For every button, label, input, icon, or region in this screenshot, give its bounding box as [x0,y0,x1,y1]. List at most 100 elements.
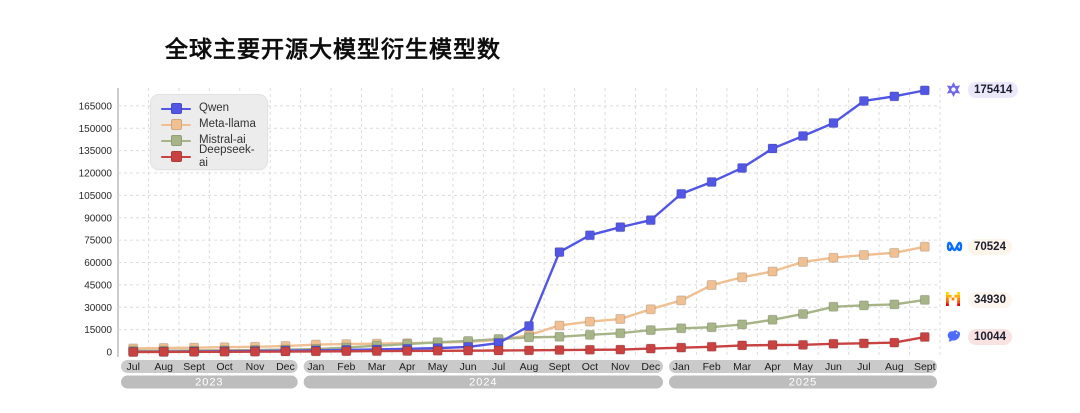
qwen-logo-icon [946,82,961,98]
month-label: Apr [764,361,781,373]
deepseek-ai-marker [128,347,139,357]
deepseek-ai-marker [676,342,687,353]
year-label: 2023 [195,377,223,389]
qwen-marker [676,188,687,199]
month-label: Nov [611,361,630,373]
qwen-marker [554,247,565,258]
month-group-pill-2023 [121,360,298,373]
deepseek-ai-marker [463,345,474,356]
end-label-meta-llama: 70524 [946,238,1012,255]
month-label: Sept [549,361,571,373]
year-label: 2025 [789,377,817,389]
y-tick-label: 15000 [84,325,112,336]
month-label: Aug [520,361,539,373]
mistral-ai-marker [584,329,595,340]
y-tick-label: 45000 [84,280,112,291]
mistral-ai-marker [645,325,656,336]
legend-item-mistral-ai[interactable]: Mistral-ai [161,134,257,147]
deepseek-ai-marker [767,339,778,350]
deepseek-ai-marker [250,346,260,357]
month-label: Jul [127,361,140,373]
deepseek-ai-marker [280,346,291,357]
mistral-ai-series-swatch-icon [161,135,191,146]
month-label: Jan [307,361,324,373]
month-label: Oct [582,361,598,373]
deepseek-ai-marker [554,345,565,356]
meta-llama-marker [889,247,900,258]
month-label: Oct [216,361,232,373]
meta-llama-marker [584,316,595,327]
month-label: Sept [183,361,205,373]
deepseek-ai-marker [341,346,352,357]
month-group-pill-2025 [669,360,937,373]
y-tick-label: 0 [106,348,112,359]
month-label: May [793,361,814,373]
meta-llama-marker [554,320,565,331]
end-label-mistral-ai: 34930 [946,291,1012,308]
mistral-ai-marker [889,299,900,310]
meta-llama-marker [767,266,778,277]
end-label-qwen: 175414 [946,82,1019,99]
x-axis: Jul Aug Sept Oct Nov Dec 2023 Jan Feb Mar Apr May Ju… [121,360,937,389]
y-tick-label: 75000 [84,236,112,247]
deepseek-ai-marker [828,338,839,349]
qwen-marker [767,143,778,154]
deepseek-ai-marker [645,343,656,354]
end-value: 175414 [968,82,1019,99]
series-deepseek-ai [128,332,930,357]
end-value: 10044 [968,329,1012,346]
legend-item-deepseek-ai[interactable]: Deepseek-ai [161,144,257,169]
qwen-marker [615,222,626,233]
chart-title: 全球主要开源大模型衍生模型数 [165,36,501,62]
month-label: Dec [276,361,295,373]
year-label: 2024 [469,377,497,389]
end-label-deepseek-ai: 10044 [946,329,1012,346]
deepseek-ai-marker [858,338,869,349]
qwen-marker [737,162,748,173]
y-tick-label: 60000 [84,258,112,269]
legend-item-meta-llama[interactable]: Meta-llama [161,118,257,131]
meta-llama-marker [798,256,808,267]
month-label: Aug [154,361,173,373]
month-label: May [428,361,449,373]
y-axis-labels: 0 15000 30000 45000 60000 75000 90000 105000 120… [79,101,113,358]
month-label: Jan [673,361,690,373]
meta-llama-marker [858,250,869,261]
mistral-logo-icon [946,291,961,307]
y-tick-label: 90000 [84,213,112,224]
meta-llama-marker [737,272,748,283]
deepseek-ai-marker [158,346,169,357]
deepseek-ai-marker [798,339,808,350]
mistral-ai-marker [858,300,869,311]
deepseek-ai-marker [493,345,504,356]
month-label: Mar [368,361,387,373]
year-pill-2023 [121,375,298,389]
qwen-marker [828,118,839,129]
deepseek-ai-marker [402,345,413,356]
meta-llama-marker [676,295,687,306]
mistral-ai-marker [554,331,565,342]
month-label: Jul [492,361,505,373]
month-label: Dec [641,361,660,373]
deepseek-logo-icon [946,330,961,345]
month-label: Apr [399,361,416,373]
legend-item-qwen[interactable]: Qwen [161,102,257,115]
month-label: Aug [885,361,904,373]
deepseek-ai-marker [219,346,230,357]
y-tick-label: 30000 [84,303,112,314]
meta-logo-icon [946,239,963,254]
mistral-ai-marker [524,332,534,343]
meta-llama-marker [615,314,626,325]
legend-label: Mistral-ai [199,134,246,146]
y-tick-label: 135000 [79,146,113,157]
end-value: 34930 [968,291,1012,308]
y-tick-label: 150000 [79,124,113,135]
meta-llama-marker [706,280,717,291]
qwen-marker [889,91,900,102]
mistral-ai-marker [798,308,808,319]
end-value: 70524 [968,238,1012,255]
mistral-ai-marker [767,314,778,325]
qwen-marker [798,131,808,142]
